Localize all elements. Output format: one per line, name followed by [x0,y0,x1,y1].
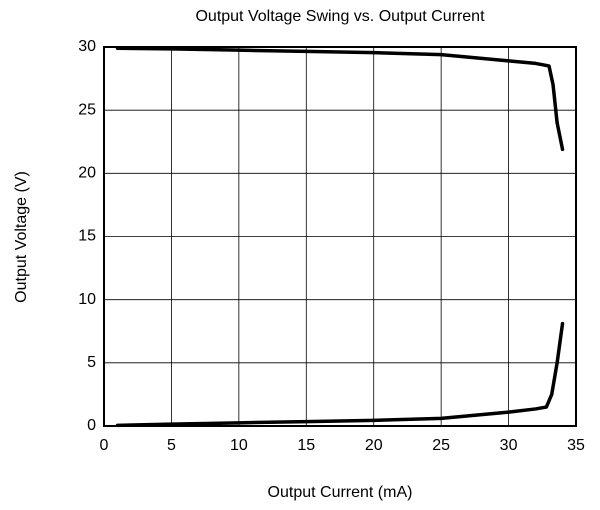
y-tick-label: 25 [78,101,96,118]
plot-border [103,46,577,427]
chart-title: Output Voltage Swing vs. Output Current [195,8,485,25]
x-tick-label: 30 [500,437,518,454]
x-tick-label: 25 [432,437,450,454]
y-tick-label: 30 [78,38,96,55]
x-tick-label: 5 [167,437,176,454]
y-tick-label: 20 [78,165,96,182]
x-tick-label: 10 [230,437,248,454]
y-tick-label: 15 [78,228,96,245]
y-tick-label: 5 [87,354,96,371]
x-tick-label: 20 [365,437,383,454]
x-tick-label: 35 [567,437,585,454]
line-series [115,321,565,428]
line-series [115,46,565,152]
x-axis-label: Output Current (mA) [268,484,413,501]
x-tick-label: 0 [100,437,109,454]
x-tick-label: 15 [297,437,315,454]
y-axis-label: Output Voltage (V) [13,171,30,303]
y-tick-label: 10 [78,291,96,308]
y-tick-label: 0 [87,417,96,434]
